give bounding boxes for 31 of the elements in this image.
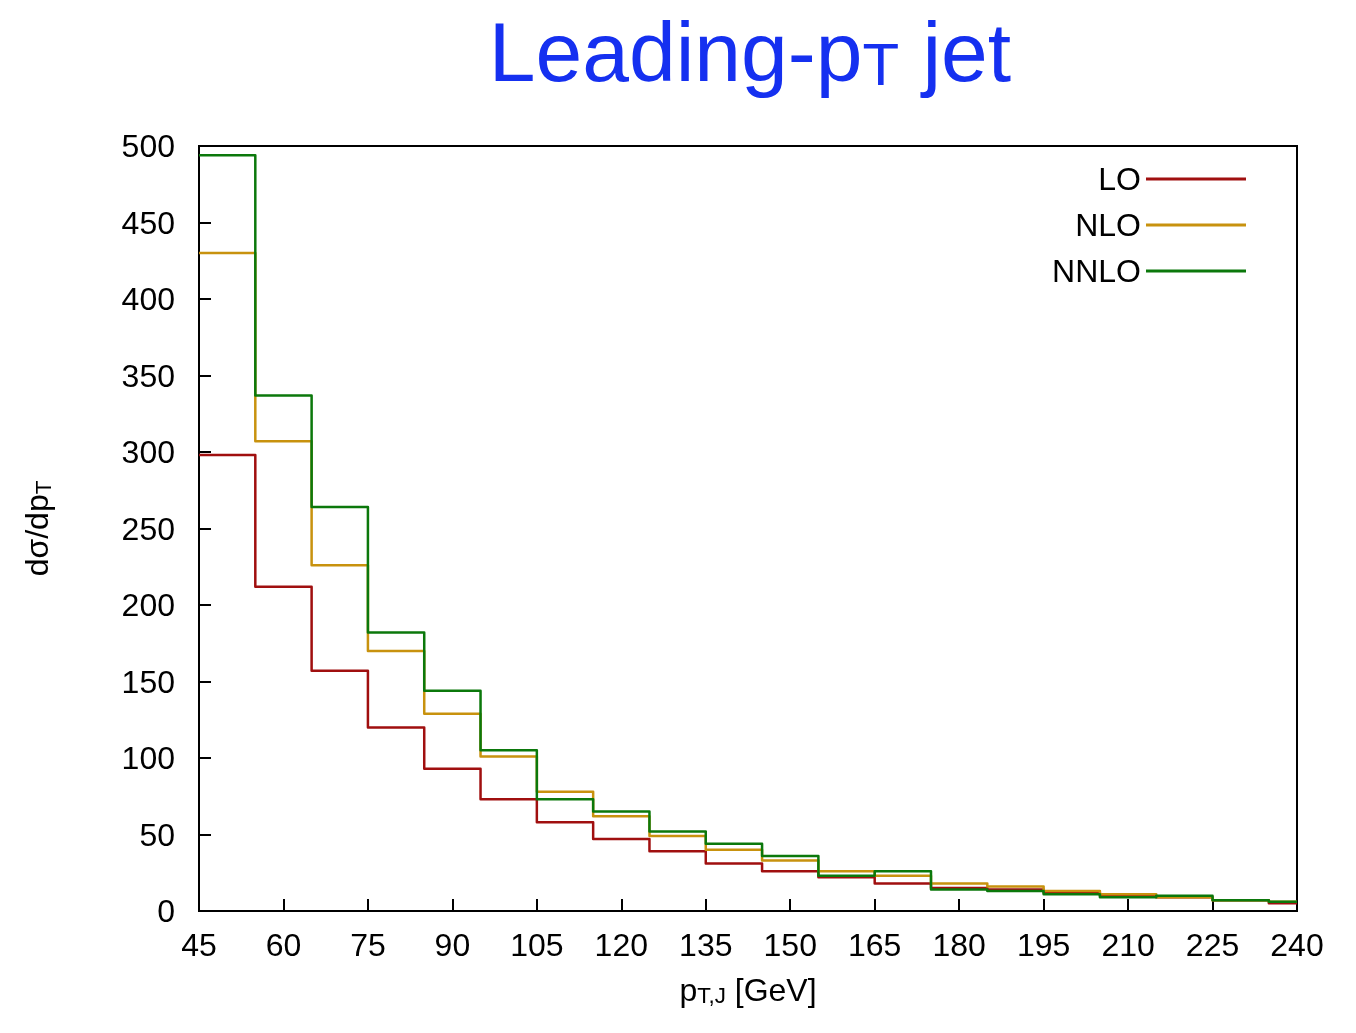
y-tick-label: 500 bbox=[121, 128, 175, 164]
x-tick-label: 195 bbox=[1016, 927, 1071, 963]
x-tick-label: 105 bbox=[510, 927, 564, 963]
legend-label: LO bbox=[1098, 161, 1141, 197]
x-tick-label: 135 bbox=[679, 927, 733, 963]
y-tick-label: 200 bbox=[121, 587, 175, 623]
chart-title: Leading-pT jet bbox=[488, 5, 1012, 99]
y-tick-label: 350 bbox=[121, 357, 175, 394]
y-tick-label: 450 bbox=[121, 204, 175, 241]
x-tick-label: 165 bbox=[848, 927, 902, 963]
x-tick-label: 240 bbox=[1270, 927, 1324, 963]
x-tick-label: 90 bbox=[434, 927, 471, 963]
x-tick-label: 45 bbox=[181, 927, 217, 963]
y-axis-title: dσ/dpT bbox=[19, 480, 56, 577]
y-tick-label: 300 bbox=[121, 434, 175, 470]
x-tick-label: 225 bbox=[1185, 927, 1240, 963]
x-tick-label: 60 bbox=[265, 927, 302, 963]
x-tick-label: 75 bbox=[350, 927, 386, 963]
x-tick-label: 210 bbox=[1101, 927, 1155, 963]
y-tick-label: 400 bbox=[121, 281, 175, 317]
legend-label: NNLO bbox=[1052, 253, 1141, 289]
y-tick-label: 150 bbox=[121, 663, 175, 700]
x-tick-label: 120 bbox=[594, 927, 648, 963]
y-tick-label: 50 bbox=[139, 816, 175, 853]
y-tick-label: 250 bbox=[121, 510, 175, 547]
x-axis-title: pT,J [GeV] bbox=[679, 971, 817, 1008]
y-tick-label: 100 bbox=[121, 740, 175, 776]
x-tick-label: 180 bbox=[932, 927, 986, 963]
y-tick-label: 0 bbox=[157, 893, 175, 929]
x-tick-label: 150 bbox=[763, 927, 817, 963]
legend-label: NLO bbox=[1075, 207, 1141, 243]
